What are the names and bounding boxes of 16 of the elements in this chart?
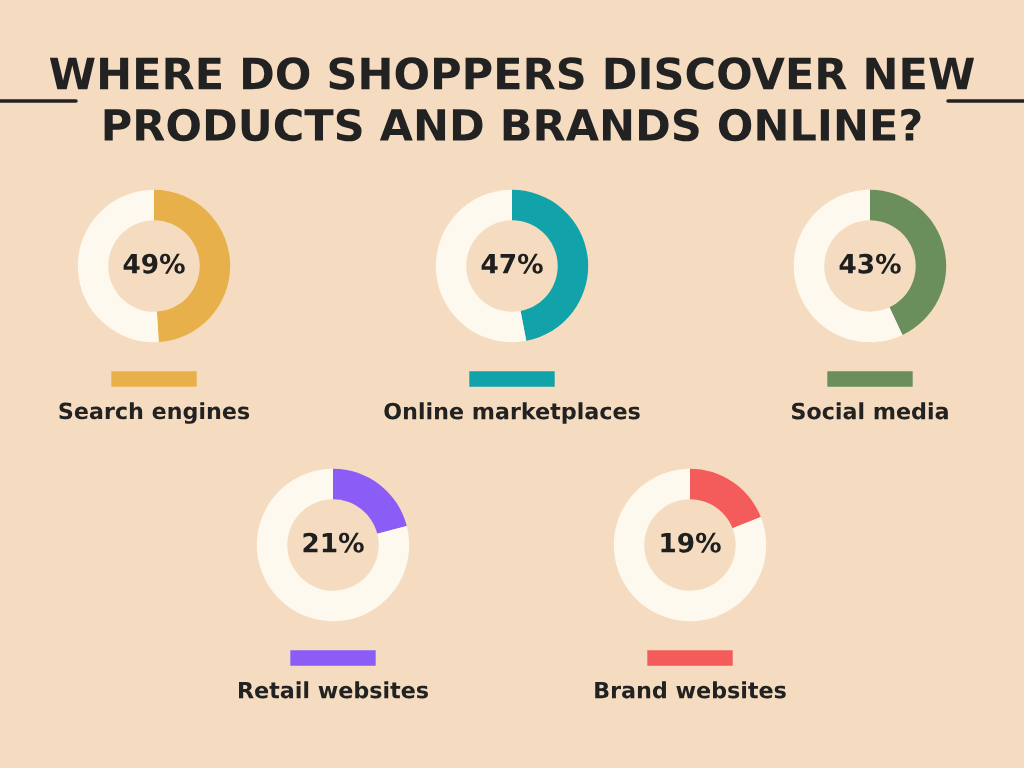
legend-label: Online marketplaces: [384, 402, 640, 424]
donut-slice: [256, 468, 410, 622]
legend-label: Social media: [792, 402, 948, 420]
donut-slice: [793, 189, 903, 343]
legend-label: Retail websites: [239, 681, 428, 699]
data-label: 19%: [661, 532, 721, 553]
data-label: 47%: [481, 253, 543, 274]
text: WHERE DO SHOPPERS DISCOVER NEW PRODUCTS AND BRANDS ONLINE?: [49, 57, 975, 142]
legend-label: Search engines: [59, 402, 250, 424]
data-label: 43%: [839, 253, 901, 274]
donut-slice: [333, 468, 407, 534]
legend-label: Brand websites: [595, 681, 786, 699]
donut-slice: [613, 468, 767, 622]
data-label: 49%: [123, 253, 185, 274]
donut-slice: [690, 468, 761, 529]
data-label: 21%: [303, 532, 364, 553]
